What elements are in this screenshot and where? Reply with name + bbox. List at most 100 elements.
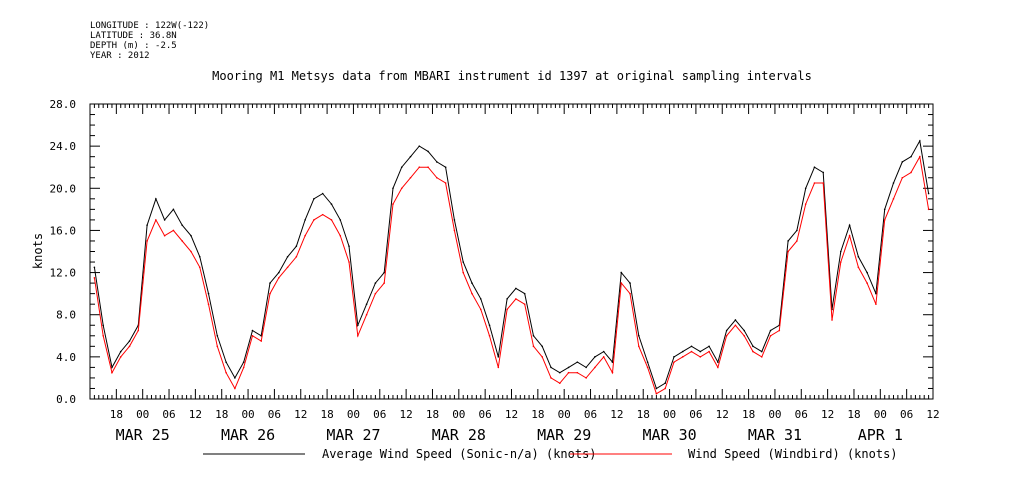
data-point-windbird (497, 366, 500, 369)
data-point-windbird (585, 377, 587, 379)
data-point-windbird (743, 334, 746, 337)
data-point-sonic (444, 166, 447, 169)
data-point-sonic (919, 140, 921, 142)
data-point-sonic (295, 245, 298, 248)
data-point-sonic (479, 298, 482, 300)
x-hour-label: 12 (926, 408, 939, 421)
data-point-sonic (321, 192, 324, 195)
data-point-sonic (752, 345, 754, 348)
metadata-block: LONGITUDE : 122W(-122) LATITUDE : 36.8N … (90, 21, 209, 61)
data-point-sonic (418, 145, 421, 147)
x-hour-label: 12 (189, 408, 202, 421)
x-hour-label: 06 (689, 408, 702, 421)
x-day-label: MAR 29 (537, 426, 591, 444)
longitude-text: LONGITUDE : 122W(-122) (90, 21, 210, 31)
x-hour-label: 00 (874, 408, 887, 421)
data-point-windbird (357, 334, 359, 337)
data-point-windbird (664, 387, 666, 390)
data-point-sonic (638, 334, 640, 337)
x-hour-label: 12 (821, 408, 834, 421)
x-hour-label: 00 (241, 408, 254, 421)
y-tick-label: 20.0 (50, 182, 77, 195)
data-point-sonic (242, 361, 245, 363)
data-point-windbird (725, 334, 728, 337)
x-day-label: MAR 30 (642, 426, 696, 444)
data-point-windbird (365, 313, 368, 316)
x-hour-label: 06 (479, 408, 492, 421)
x-day-label: MAR 25 (116, 426, 170, 444)
data-point-windbird (479, 308, 482, 311)
data-point-windbird (102, 334, 104, 337)
data-point-windbird (638, 345, 640, 348)
y-tick-label: 28.0 (50, 98, 77, 111)
data-point-sonic (392, 187, 394, 190)
data-point-windbird (198, 266, 201, 269)
data-point-sonic (708, 345, 710, 348)
data-point-sonic (497, 356, 500, 358)
data-point-windbird (796, 240, 798, 242)
data-point-windbird (471, 292, 473, 295)
data-point-windbird (822, 182, 825, 184)
x-hour-label: 00 (136, 408, 149, 421)
data-point-sonic (602, 350, 605, 353)
data-point-sonic (155, 198, 157, 200)
data-point-windbird (400, 187, 403, 190)
x-hour-label: 12 (400, 408, 413, 421)
x-hour-label: 06 (373, 408, 386, 421)
data-point-windbird (348, 261, 350, 263)
data-point-sonic (471, 282, 473, 284)
data-point-windbird (699, 356, 702, 358)
data-point-windbird (620, 282, 623, 284)
data-point-windbird (436, 176, 438, 179)
data-point-sonic (488, 324, 491, 327)
data-point-sonic (277, 271, 280, 274)
data-point-windbird (804, 203, 807, 205)
data-point-sonic (743, 329, 746, 332)
x-hour-label: 18 (110, 408, 123, 421)
data-point-sonic (567, 366, 570, 369)
data-point-windbird (708, 350, 710, 353)
data-point-sonic (269, 282, 271, 284)
data-point-windbird (444, 182, 447, 184)
data-point-windbird (629, 292, 631, 295)
data-point-windbird (927, 208, 930, 211)
data-point-sonic (348, 245, 350, 248)
data-point-sonic (866, 271, 868, 274)
data-point-windbird (234, 387, 236, 390)
data-point-windbird (576, 371, 579, 374)
data-point-windbird (269, 292, 271, 295)
data-point-sonic (251, 329, 254, 332)
data-point-windbird (883, 219, 886, 221)
data-point-windbird (251, 334, 254, 337)
chart-title: Mooring M1 Metsys data from MBARI instru… (212, 69, 812, 83)
data-point-sonic (515, 287, 517, 290)
data-point-sonic (102, 324, 104, 327)
x-hour-label: 18 (215, 408, 228, 421)
data-point-windbird (594, 366, 596, 369)
data-point-windbird (462, 271, 465, 274)
y-tick-label: 8.0 (56, 309, 76, 322)
data-point-sonic (796, 229, 798, 232)
data-point-windbird (734, 324, 737, 327)
data-point-sonic (532, 334, 535, 337)
data-point-sonic (839, 250, 842, 253)
x-hour-label: 18 (426, 408, 439, 421)
data-point-sonic (673, 356, 675, 358)
data-point-sonic (787, 240, 789, 242)
data-point-windbird (523, 303, 526, 305)
data-point-sonic (365, 303, 368, 305)
data-point-windbird (506, 308, 508, 311)
data-point-sonic (646, 361, 649, 363)
x-hour-label: 12 (716, 408, 729, 421)
data-point-sonic (541, 345, 544, 348)
x-day-label: MAR 31 (748, 426, 802, 444)
data-point-sonic (892, 182, 895, 184)
data-point-sonic (769, 329, 772, 332)
x-hour-label: 06 (584, 408, 597, 421)
data-point-windbird (216, 345, 219, 348)
legend-label-sonic: Average Wind Speed (Sonic-n/a) (knots) (322, 447, 597, 461)
data-point-windbird (673, 361, 675, 363)
data-point-sonic (93, 266, 96, 269)
y-tick-label: 12.0 (50, 267, 77, 280)
